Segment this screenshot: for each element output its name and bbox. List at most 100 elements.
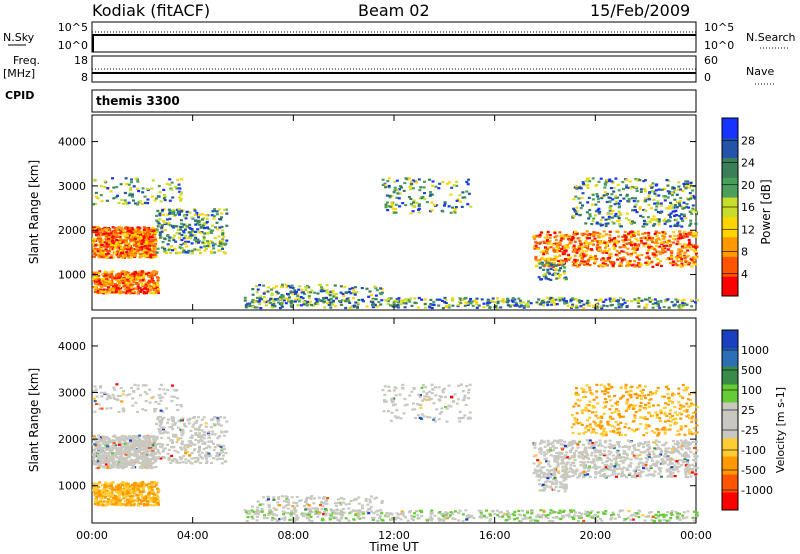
echo-cell: [126, 453, 130, 457]
echo-cell: [99, 234, 103, 237]
echo-cell: [645, 223, 649, 226]
echo-cell: [581, 250, 585, 253]
echo-cell: [651, 237, 655, 240]
echo-cell: [115, 455, 118, 459]
echo-cell: [409, 203, 413, 206]
echo-cell: [148, 442, 151, 445]
echo-cell: [443, 201, 447, 204]
echo-cell: [347, 290, 351, 293]
echo-cell: [635, 256, 639, 259]
echo-cell: [112, 502, 116, 505]
echo-cell: [167, 248, 171, 252]
echo-cell: [156, 276, 159, 279]
echo-cell: [495, 297, 499, 300]
echo-cell: [647, 204, 651, 207]
echo-cell: [506, 297, 510, 300]
echo-cell: [97, 274, 101, 278]
echo-cell: [189, 436, 193, 439]
echo-cell: [123, 435, 127, 438]
echo-cell: [178, 251, 182, 254]
echo-cell: [569, 298, 573, 301]
echo-cell: [373, 303, 377, 306]
echo-cell: [190, 457, 194, 460]
echo-cell: [103, 186, 107, 189]
echo-cell: [609, 255, 613, 258]
echo-cell: [625, 217, 628, 220]
echo-cell: [672, 231, 675, 234]
echo-cell: [116, 241, 120, 244]
echo-cell: [548, 240, 552, 243]
echo-cell: [99, 440, 103, 443]
echo-cell: [656, 258, 660, 261]
echo-cell: [615, 241, 619, 244]
echo-cell: [172, 238, 176, 242]
echo-cell: [175, 441, 179, 444]
nsky-label: N.Sky: [3, 31, 35, 44]
echo-cell: [172, 433, 176, 436]
echo-cell: [95, 482, 99, 485]
nsky-tick-top: 10^5: [58, 21, 88, 34]
echo-cell: [126, 231, 130, 234]
echo-cell: [197, 441, 201, 444]
echo-cell: [626, 242, 630, 245]
echo-cell: [466, 183, 470, 186]
echo-cell: [211, 430, 215, 433]
echo-cell: [117, 232, 121, 235]
echo-cell: [618, 222, 622, 226]
echo-cell: [687, 243, 691, 246]
echo-cell: [101, 461, 105, 465]
echo-cell: [606, 259, 610, 262]
echo-cell: [673, 303, 677, 306]
echo-cell: [140, 202, 144, 205]
echo-cell: [166, 233, 170, 237]
echo-cell: [183, 424, 187, 427]
echo-cell: [99, 237, 103, 240]
echo-cell: [597, 207, 601, 210]
echo-cell: [133, 230, 137, 233]
echo-cell: [96, 250, 100, 253]
echo-cell: [663, 235, 667, 238]
echo-cell: [646, 243, 650, 246]
echo-cell: [114, 494, 117, 497]
echo-cell: [221, 447, 225, 450]
echo-cell: [97, 288, 100, 291]
echo-cell: [679, 196, 683, 200]
echo-cell: [302, 301, 306, 304]
echo-cell: [586, 247, 590, 250]
echo-cell: [635, 189, 639, 193]
echo-cell: [131, 439, 135, 442]
echo-cell: [281, 295, 285, 299]
echo-cell: [113, 247, 117, 250]
echo-cell: [135, 494, 139, 497]
echo-cell: [171, 212, 174, 215]
echo-cell: [678, 204, 682, 207]
echo-cell: [133, 481, 137, 485]
echo-cell: [652, 248, 656, 251]
echo-cell: [534, 265, 538, 268]
echo-cell: [255, 285, 259, 288]
echo-cell: [258, 284, 262, 287]
echo-cell: [115, 228, 119, 231]
echo-cell: [685, 203, 689, 206]
echo-cell: [106, 231, 110, 234]
echo-cell: [684, 263, 688, 266]
echo-cell: [468, 300, 472, 303]
echo-cell: [629, 254, 633, 257]
colorbar-swatch: [722, 157, 738, 178]
echo-cell: [514, 302, 518, 306]
echo-cell: [444, 305, 448, 308]
echo-cell: [610, 239, 614, 242]
echo-cell: [136, 485, 140, 488]
echo-cell: [198, 213, 201, 216]
echo-cell: [114, 283, 117, 286]
echo-cell: [501, 298, 505, 301]
echo-cell: [373, 285, 377, 288]
echo-cell: [114, 286, 117, 289]
ytick-label: 4000: [58, 136, 86, 149]
echo-cell: [549, 296, 553, 299]
echo-cell: [677, 237, 681, 240]
echo-cell: [193, 238, 197, 241]
echo-cell: [675, 257, 679, 260]
echo-cell: [105, 489, 108, 492]
echo-cell: [633, 298, 637, 301]
